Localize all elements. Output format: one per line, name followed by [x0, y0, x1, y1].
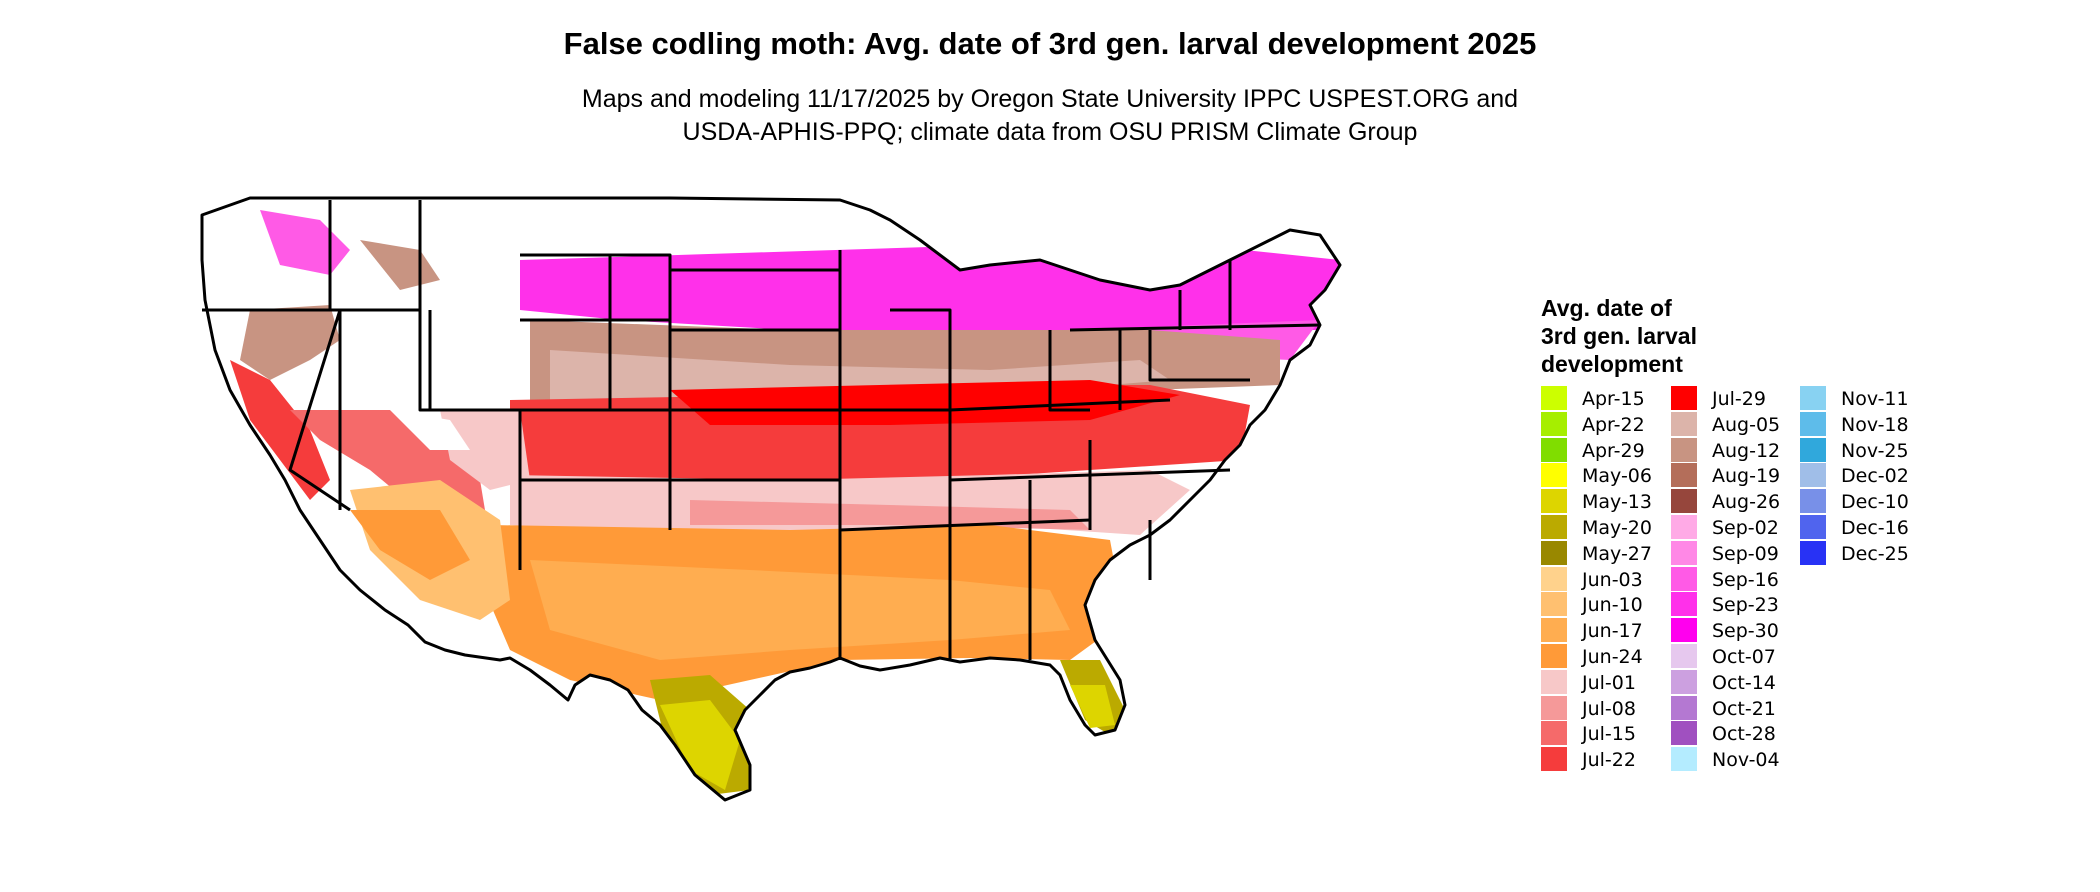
legend-swatch — [1671, 670, 1697, 694]
legend-swatch — [1541, 567, 1567, 591]
map-color-fill — [202, 198, 1340, 800]
legend-label: May-27 — [1582, 543, 1652, 565]
legend-swatch — [1671, 567, 1697, 591]
legend-label: Jul-15 — [1582, 723, 1636, 745]
legend-swatch — [1541, 463, 1567, 487]
legend-label: Jul-22 — [1582, 749, 1636, 771]
legend-title-line-3: development — [1541, 351, 1683, 377]
legend-label: Jun-17 — [1582, 620, 1643, 642]
legend-swatch — [1671, 412, 1697, 436]
legend-swatch — [1541, 721, 1567, 745]
legend-label: Aug-26 — [1712, 491, 1781, 513]
legend-label: May-06 — [1582, 465, 1652, 487]
us-phenology-map — [200, 196, 1342, 802]
legend-label: Sep-02 — [1712, 517, 1779, 539]
legend-label: May-13 — [1582, 491, 1652, 513]
map-title: False codling moth: Avg. date of 3rd gen… — [563, 26, 1537, 61]
legend-swatch — [1671, 438, 1697, 462]
legend-label: Nov-11 — [1841, 388, 1909, 410]
legend-label: Apr-29 — [1582, 440, 1645, 462]
legend-label: Dec-16 — [1841, 517, 1909, 539]
legend-swatch — [1541, 747, 1567, 771]
legend-swatch — [1671, 386, 1697, 410]
subtitle-line-1: Maps and modeling 11/17/2025 by Oregon S… — [581, 85, 1519, 113]
legend-title-line-2: 3rd gen. larval — [1541, 323, 1697, 349]
legend-label: Jun-10 — [1582, 594, 1643, 616]
legend-label: Aug-19 — [1712, 465, 1781, 487]
legend-label: Dec-02 — [1841, 465, 1909, 487]
legend-swatch — [1541, 592, 1567, 616]
legend-swatch — [1541, 386, 1567, 410]
legend-swatch — [1541, 541, 1567, 565]
legend-swatch — [1671, 696, 1697, 720]
legend-swatch — [1541, 644, 1567, 668]
legend-swatch — [1541, 515, 1567, 539]
legend-label: Sep-23 — [1712, 594, 1779, 616]
legend-label: Oct-21 — [1712, 698, 1776, 720]
legend-swatch — [1800, 515, 1826, 539]
legend-label: Jul-08 — [1582, 698, 1636, 720]
legend-label: Oct-14 — [1712, 672, 1776, 694]
legend-label: Apr-22 — [1582, 414, 1645, 436]
legend-label: Sep-30 — [1712, 620, 1779, 642]
legend-swatch — [1800, 438, 1826, 462]
legend-swatch — [1671, 618, 1697, 642]
legend-label: Jul-01 — [1582, 672, 1636, 694]
legend-label: Sep-16 — [1712, 569, 1779, 591]
subtitle-line-2: USDA-APHIS-PPQ; climate data from OSU PR… — [682, 118, 1418, 146]
legend-swatch — [1541, 412, 1567, 436]
legend-label: Oct-07 — [1712, 646, 1776, 668]
legend-label: Aug-05 — [1712, 414, 1781, 436]
legend-swatch — [1671, 489, 1697, 513]
legend-label: Jul-29 — [1712, 388, 1766, 410]
legend-swatch — [1671, 644, 1697, 668]
legend-swatch — [1800, 412, 1826, 436]
legend-swatch — [1800, 541, 1826, 565]
legend-swatch — [1671, 721, 1697, 745]
legend-swatch — [1541, 696, 1567, 720]
legend-swatch — [1671, 515, 1697, 539]
legend-label: Dec-10 — [1841, 491, 1909, 513]
legend-label: Oct-28 — [1712, 723, 1776, 745]
legend-label: Apr-15 — [1582, 388, 1645, 410]
legend-label: Dec-25 — [1841, 543, 1909, 565]
legend-swatch — [1800, 386, 1826, 410]
legend-label: Nov-04 — [1712, 749, 1780, 771]
legend-swatch — [1671, 747, 1697, 771]
legend-label: Sep-09 — [1712, 543, 1779, 565]
legend-swatch — [1541, 438, 1567, 462]
map-subtitle: Maps and modeling 11/17/2025 by Oregon S… — [0, 83, 2100, 149]
legend-label: May-20 — [1582, 517, 1652, 539]
legend-swatch — [1671, 592, 1697, 616]
legend-swatch — [1800, 489, 1826, 513]
legend-label: Nov-25 — [1841, 440, 1909, 462]
state-boundaries — [200, 196, 1342, 802]
legend-label: Jun-24 — [1582, 646, 1643, 668]
legend-label: Aug-12 — [1712, 440, 1781, 462]
legend-label: Nov-18 — [1841, 414, 1909, 436]
legend-swatch — [1541, 618, 1567, 642]
legend-swatch — [1541, 489, 1567, 513]
legend-swatch — [1541, 670, 1567, 694]
legend-swatch — [1671, 541, 1697, 565]
legend-title-line-1: Avg. date of — [1541, 295, 1672, 321]
legend-swatch — [1671, 463, 1697, 487]
legend-label: Jun-03 — [1582, 569, 1643, 591]
legend-title: Avg. date of 3rd gen. larval development — [1541, 294, 1697, 378]
legend-swatch — [1800, 463, 1826, 487]
